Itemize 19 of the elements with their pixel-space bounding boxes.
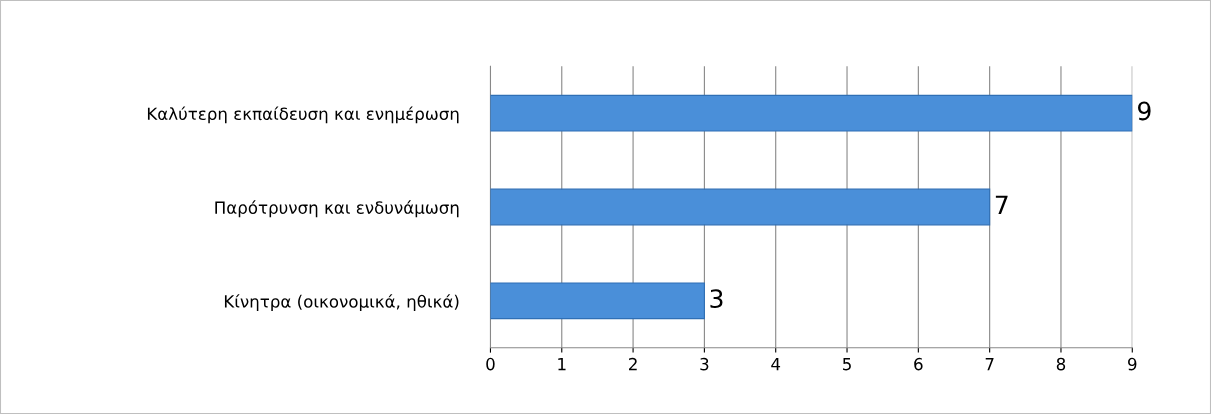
y-tick-label: Παρότρυνση και ενδυνάμωση (215, 200, 459, 218)
x-tick-label: 2 (629, 357, 637, 371)
bar (490, 282, 705, 320)
bar (490, 188, 991, 226)
x-tick-label: 8 (1056, 357, 1066, 371)
data-label: 7 (995, 195, 1008, 214)
y-tick-label: Κίνητρα (οικονομικά, ηθικά) (224, 294, 459, 311)
x-tick-label: 6 (914, 357, 923, 371)
x-tick-label: 9 (1128, 357, 1137, 371)
x-tick-label: 3 (700, 357, 709, 371)
x-tick-label: 7 (985, 358, 994, 371)
data-label: 3 (710, 289, 723, 309)
x-tick-label: 0 (486, 357, 495, 371)
y-tick-label: Καλύτερη εκπαίδευση και ενημέρωση (147, 106, 459, 124)
x-tick-label: 4 (771, 358, 781, 371)
data-label: 9 (1138, 101, 1151, 121)
x-tick-label: 1 (558, 358, 566, 371)
bar (490, 94, 1133, 132)
x-tick-label: 5 (843, 358, 851, 371)
